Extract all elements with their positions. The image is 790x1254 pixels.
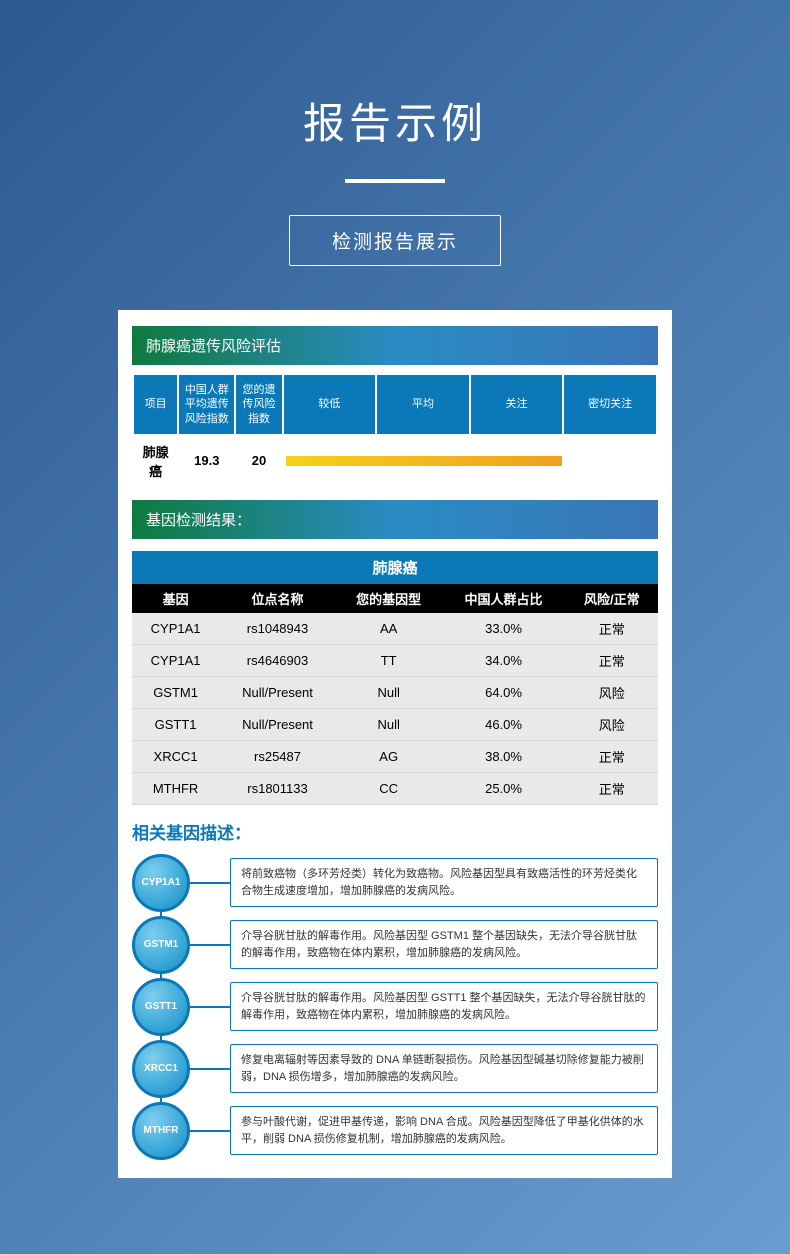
- gene-header-row: 基因 位点名称 您的基因型 中国人群占比 风险/正常: [132, 584, 658, 613]
- connector-line: [190, 1130, 230, 1132]
- gcol-population: 中国人群占比: [442, 584, 566, 613]
- gene-desc-text: 修复电离辐射等因素导致的 DNA 单链断裂损伤。风险基因型碱基切除修复能力被削弱…: [230, 1044, 658, 1093]
- col-your-index: 您的遗传风险指数: [236, 375, 281, 434]
- table-row: XRCC1 rs25487 AG 38.0% 正常: [132, 740, 658, 772]
- cell: Null/Present: [219, 676, 336, 708]
- cell: 风险: [566, 676, 658, 708]
- cell: 25.0%: [442, 772, 566, 804]
- col-avg: 平均: [377, 375, 469, 434]
- gene-circle: XRCC1: [132, 1040, 190, 1098]
- cell: 正常: [566, 740, 658, 772]
- cell: rs4646903: [219, 644, 336, 676]
- header-section: 报告示例 检测报告展示: [0, 0, 790, 266]
- gene-desc-row: GSTM1 介导谷胱甘肽的解毒作用。风险基因型 GSTM1 整个基因缺失，无法介…: [132, 916, 658, 974]
- page-title: 报告示例: [0, 90, 790, 151]
- subtitle-box: 检测报告展示: [289, 215, 501, 266]
- cell: 正常: [566, 772, 658, 804]
- connector-line: [190, 882, 230, 884]
- gene-desc-text: 将前致癌物（多环芳烃类）转化为致癌物。风险基因型具有致癌活性的环芳烃类化合物生成…: [230, 858, 658, 907]
- risk-bar: [286, 456, 562, 466]
- table-row: CYP1A1 rs4646903 TT 34.0% 正常: [132, 644, 658, 676]
- cell: rs1048943: [219, 613, 336, 645]
- gene-desc-row: GSTT1 介导谷胱甘肽的解毒作用。风险基因型 GSTT1 整个基因缺失，无法介…: [132, 978, 658, 1036]
- cell: 33.0%: [442, 613, 566, 645]
- table-row: GSTT1 Null/Present Null 46.0% 风险: [132, 708, 658, 740]
- gene-title-row: 肺腺癌: [132, 551, 658, 584]
- gene-desc-row: XRCC1 修复电离辐射等因素导致的 DNA 单链断裂损伤。风险基因型碱基切除修…: [132, 1040, 658, 1098]
- cell: rs1801133: [219, 772, 336, 804]
- cell: 34.0%: [442, 644, 566, 676]
- gene-circle: GSTM1: [132, 916, 190, 974]
- col-attention: 关注: [471, 375, 563, 434]
- risk-data-row: 肺腺癌 19.3 20: [134, 436, 656, 486]
- cell: 38.0%: [442, 740, 566, 772]
- cell: MTHFR: [132, 772, 219, 804]
- cell: 风险: [566, 708, 658, 740]
- risk-bar-cell: [284, 436, 656, 486]
- col-avg-index: 中国人群平均遗传风险指数: [179, 375, 234, 434]
- col-low: 较低: [284, 375, 376, 434]
- gene-desc-text: 介导谷胱甘肽的解毒作用。风险基因型 GSTM1 整个基因缺失，无法介导谷胱甘肽的…: [230, 920, 658, 969]
- col-close-attention: 密切关注: [564, 375, 656, 434]
- risk-your-value: 20: [236, 436, 281, 486]
- cell: Null/Present: [219, 708, 336, 740]
- cell: rs25487: [219, 740, 336, 772]
- table-row: CYP1A1 rs1048943 AA 33.0% 正常: [132, 613, 658, 645]
- gene-desc-row: CYP1A1 将前致癌物（多环芳烃类）转化为致癌物。风险基因型具有致癌活性的环芳…: [132, 854, 658, 912]
- risk-table: 项目 中国人群平均遗传风险指数 您的遗传风险指数 较低 平均 关注 密切关注 肺…: [132, 373, 658, 488]
- cell: 正常: [566, 613, 658, 645]
- cell: AG: [336, 740, 442, 772]
- report-card: 肺腺癌遗传风险评估 项目 中国人群平均遗传风险指数 您的遗传风险指数 较低 平均…: [118, 310, 672, 1178]
- cell: 64.0%: [442, 676, 566, 708]
- section2-title-bar: 基因检测结果：: [132, 500, 658, 539]
- section3-title: 相关基因描述：: [132, 819, 658, 844]
- cell: XRCC1: [132, 740, 219, 772]
- connector-line: [190, 1068, 230, 1070]
- gcol-gene: 基因: [132, 584, 219, 613]
- risk-header-row: 项目 中国人群平均遗传风险指数 您的遗传风险指数 较低 平均 关注 密切关注: [134, 375, 656, 434]
- connector-line: [190, 944, 230, 946]
- risk-avg-value: 19.3: [179, 436, 234, 486]
- cell: Null: [336, 708, 442, 740]
- col-project: 项目: [134, 375, 177, 434]
- cell: CYP1A1: [132, 613, 219, 645]
- gene-table-title: 肺腺癌: [132, 551, 658, 584]
- cell: 正常: [566, 644, 658, 676]
- gene-circle: GSTT1: [132, 978, 190, 1036]
- gene-desc-row: MTHFR 参与叶酸代谢，促进甲基传递，影响 DNA 合成。风险基因型降低了甲基…: [132, 1102, 658, 1160]
- gene-circle: MTHFR: [132, 1102, 190, 1160]
- table-row: MTHFR rs1801133 CC 25.0% 正常: [132, 772, 658, 804]
- cell: CYP1A1: [132, 644, 219, 676]
- cell: TT: [336, 644, 442, 676]
- cell: Null: [336, 676, 442, 708]
- cell: AA: [336, 613, 442, 645]
- cell: 46.0%: [442, 708, 566, 740]
- risk-row-label: 肺腺癌: [134, 436, 177, 486]
- cell: CC: [336, 772, 442, 804]
- gene-table: 肺腺癌 基因 位点名称 您的基因型 中国人群占比 风险/正常 CYP1A1 rs…: [132, 551, 658, 805]
- section1-title-bar: 肺腺癌遗传风险评估: [132, 326, 658, 365]
- gcol-risk: 风险/正常: [566, 584, 658, 613]
- gene-desc-text: 介导谷胱甘肽的解毒作用。风险基因型 GSTT1 整个基因缺失，无法介导谷胱甘肽的…: [230, 982, 658, 1031]
- title-divider: [345, 179, 445, 183]
- gcol-genotype: 您的基因型: [336, 584, 442, 613]
- gene-desc-text: 参与叶酸代谢，促进甲基传递，影响 DNA 合成。风险基因型降低了甲基化供体的水平…: [230, 1106, 658, 1155]
- table-row: GSTM1 Null/Present Null 64.0% 风险: [132, 676, 658, 708]
- cell: GSTT1: [132, 708, 219, 740]
- gcol-locus: 位点名称: [219, 584, 336, 613]
- cell: GSTM1: [132, 676, 219, 708]
- gene-circle: CYP1A1: [132, 854, 190, 912]
- connector-line: [190, 1006, 230, 1008]
